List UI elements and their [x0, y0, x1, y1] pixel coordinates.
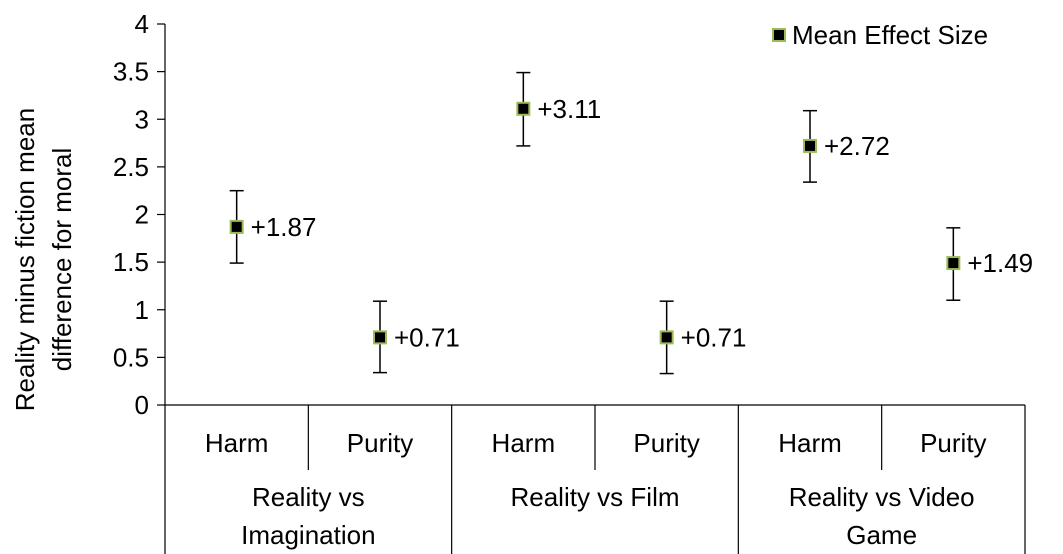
legend: Mean Effect Size	[772, 20, 988, 50]
data-label: +2.72	[824, 131, 890, 161]
x-category-label: Purity	[633, 428, 699, 458]
data-points	[229, 101, 961, 345]
data-point	[373, 330, 387, 345]
y-tick-label: 1.5	[113, 247, 149, 277]
y-tick-label: 2.5	[113, 152, 149, 182]
x-group-label: Reality vs	[252, 482, 365, 512]
data-labels: +1.87 +0.71 +3.11 +0.71 +2.72 +1.49	[251, 94, 1033, 353]
data-point	[516, 101, 531, 116]
y-tick-label: 3.5	[113, 57, 149, 87]
y-tick-label: 2	[135, 200, 149, 230]
x-category-label: Harm	[492, 428, 556, 458]
y-tick-label: 4	[135, 9, 149, 39]
y-axis-title-line: Reality minus fiction mean	[10, 108, 40, 411]
data-point	[803, 138, 817, 153]
data-point	[659, 330, 674, 345]
y-tick-label: 3	[135, 104, 149, 134]
x-group-label: Reality vs Video	[789, 482, 975, 512]
legend-marker	[772, 28, 786, 42]
x-group-label: Reality vs Film	[510, 482, 679, 512]
y-axis-title-line: difference for moral	[47, 148, 77, 372]
y-tick-label: 1	[135, 295, 149, 325]
x-category-label: Purity	[347, 428, 413, 458]
x-group-label: Game	[846, 520, 917, 550]
x-group-label: Imagination	[241, 520, 375, 550]
data-label: +1.87	[251, 212, 317, 242]
x-category-label: Harm	[778, 428, 842, 458]
legend-label: Mean Effect Size	[792, 20, 988, 50]
y-tick-label: 0.5	[113, 342, 149, 372]
data-point	[946, 256, 961, 271]
x-category-label: Purity	[920, 428, 986, 458]
data-label: +1.49	[967, 248, 1033, 278]
y-axis-title: Reality minus fiction mean difference for…	[10, 108, 77, 411]
data-label: +0.71	[394, 322, 460, 352]
data-label: +0.71	[681, 322, 747, 352]
y-tick-label: 0	[135, 390, 149, 420]
data-point	[229, 219, 244, 234]
data-label: +3.11	[537, 94, 601, 124]
y-axis: 0 0.5 1 1.5 2 2.5 3 3.5 4	[113, 9, 166, 420]
x-category-label: Harm	[205, 428, 269, 458]
x-axis: Harm Purity Harm Purity Harm Purity Reality vs…	[164, 404, 1026, 554]
